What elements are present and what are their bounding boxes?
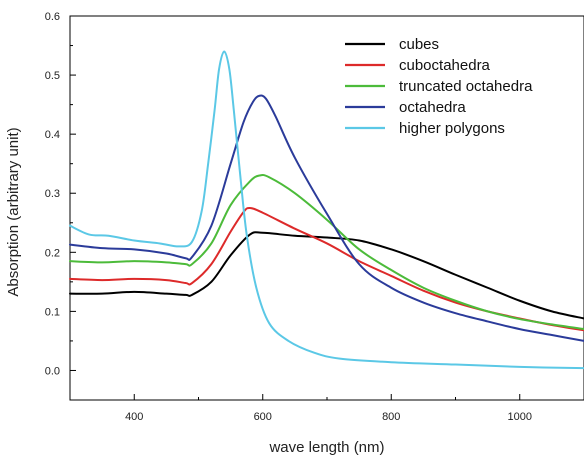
series-line-cubes <box>69 231 584 320</box>
legend: cubes cuboctahedra truncated octahedra octa… <box>345 36 533 137</box>
y-tick-label: 0.0 <box>45 365 60 377</box>
series-lines <box>69 50 584 370</box>
x-tick-label: 400 <box>125 411 143 423</box>
x-axis: 400 600 800 1000 <box>69 394 584 423</box>
legend-label: cubes <box>399 36 439 53</box>
y-tick-label: 0.1 <box>45 306 60 318</box>
plot-frame <box>69 15 584 401</box>
x-axis-title: wave length (nm) <box>268 439 384 456</box>
y-axis: 0.0 0.1 0.2 0.3 0.4 0.5 0.6 <box>45 11 76 377</box>
series-line-higher-polygons <box>69 50 584 370</box>
x-tick-label: 600 <box>254 411 272 423</box>
y-tick-label: 0.4 <box>45 129 60 141</box>
y-tick-label: 0.5 <box>45 70 60 82</box>
series-line-truncated-octahedra <box>69 173 584 331</box>
y-axis-title: Absorption (arbitrary unit) <box>5 127 22 296</box>
y-tick-label: 0.2 <box>45 247 60 259</box>
y-tick-label: 0.6 <box>45 11 60 23</box>
series-line-cuboctahedra <box>69 206 584 332</box>
legend-label: truncated octahedra <box>399 78 533 95</box>
series-line-octahedra <box>69 94 584 342</box>
x-tick-label: 1000 <box>508 411 532 423</box>
legend-label: octahedra <box>399 99 466 116</box>
x-tick-label: 800 <box>382 411 400 423</box>
legend-label: cuboctahedra <box>399 57 491 74</box>
y-tick-label: 0.3 <box>45 188 60 200</box>
legend-label: higher polygons <box>399 120 505 137</box>
